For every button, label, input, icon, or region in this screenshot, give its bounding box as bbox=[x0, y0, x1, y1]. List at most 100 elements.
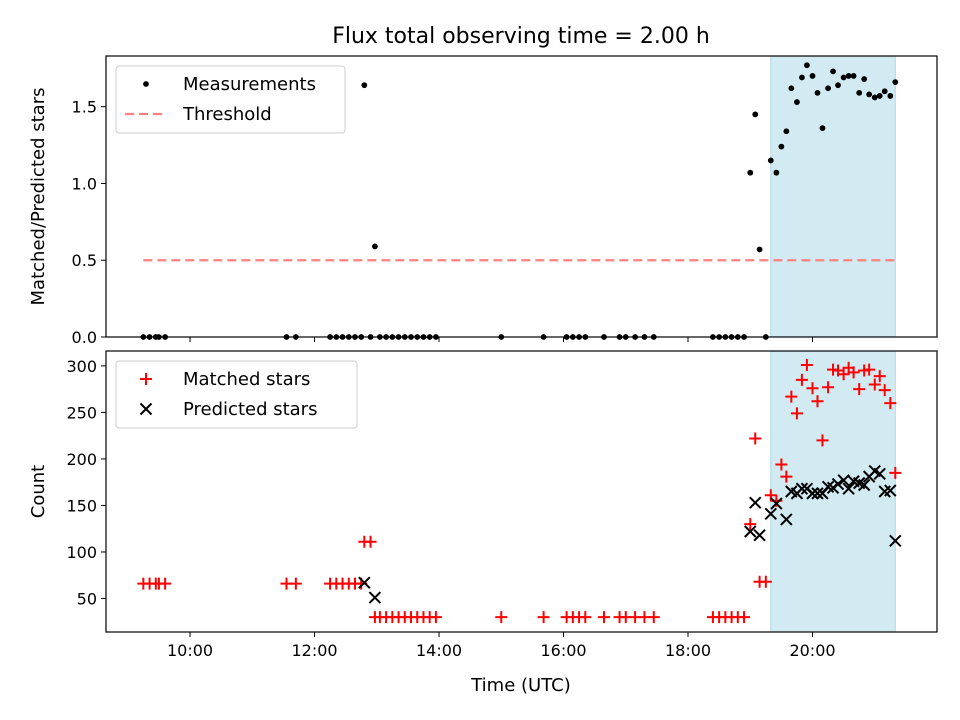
matched-star-point bbox=[780, 470, 793, 483]
predicted-star-point bbox=[780, 513, 793, 526]
predicted-star-point bbox=[770, 497, 783, 510]
top-panel-ratio: 0.0 0.5 1.0 1.5 Matched/Predicted stars Measu… bbox=[28, 55, 938, 347]
predicted-star-point bbox=[821, 480, 835, 494]
y-tick-label: 100 bbox=[66, 543, 97, 562]
predicted-star-point bbox=[884, 484, 897, 497]
matched-star-point bbox=[759, 575, 772, 588]
matched-star-point bbox=[775, 458, 788, 471]
matched-star-point bbox=[853, 383, 866, 396]
matched-star-point bbox=[873, 370, 886, 383]
predicted-star-point bbox=[764, 507, 778, 521]
x-tick-label: 18:00 bbox=[665, 641, 711, 660]
y-tick-label: 50 bbox=[77, 590, 97, 609]
x-tick-label: 16:00 bbox=[540, 641, 586, 660]
measurement-point bbox=[804, 62, 810, 69]
measurement-point bbox=[819, 125, 826, 132]
matched-star-point bbox=[800, 358, 813, 371]
matched-star-point bbox=[863, 363, 876, 376]
y-tick-label: 200 bbox=[66, 450, 97, 469]
chart-title: Flux total observing time = 2.00 h bbox=[332, 24, 710, 49]
axes-frame bbox=[105, 55, 938, 338]
legend-label: Predicted stars bbox=[183, 399, 317, 420]
measurement-point bbox=[767, 157, 774, 164]
matched-star-point bbox=[847, 366, 860, 379]
matched-star-point bbox=[795, 373, 808, 386]
series-predicted-stars bbox=[358, 464, 902, 604]
legend-label: Threshold bbox=[182, 104, 272, 125]
legend: Measurements Threshold bbox=[115, 65, 346, 134]
predicted-star-point bbox=[753, 529, 766, 542]
matched-star-point bbox=[806, 382, 819, 395]
measurement-point bbox=[876, 93, 883, 99]
x-tick-label: 10:00 bbox=[167, 641, 213, 660]
matched-star-point bbox=[837, 368, 850, 381]
series-measurements bbox=[140, 62, 899, 340]
y-tick-label: 1.5 bbox=[72, 98, 97, 117]
matched-star-point bbox=[495, 611, 508, 624]
matched-star-point bbox=[785, 390, 798, 403]
matched-star-point bbox=[811, 395, 824, 408]
predicted-star-point bbox=[806, 487, 819, 500]
y-tick-label: 0.5 bbox=[72, 251, 97, 270]
axes-frame bbox=[105, 350, 938, 633]
measurement-point bbox=[361, 82, 368, 89]
measurement-point bbox=[866, 91, 873, 98]
measurement-point bbox=[773, 169, 780, 176]
x-axis-label: Time (UTC) bbox=[470, 675, 571, 696]
matched-star-point bbox=[749, 432, 762, 445]
bottom-panel-count: 10:00 12:00 14:00 16:00 18:00 20:00 50 100 150 20… bbox=[28, 350, 938, 660]
measurement-point bbox=[372, 243, 378, 250]
y-axis-label: Count bbox=[28, 465, 49, 518]
predicted-star-point bbox=[811, 487, 824, 500]
matched-star-point bbox=[822, 381, 835, 394]
predicted-star-point bbox=[358, 576, 371, 589]
x-tick-label: 14:00 bbox=[416, 641, 462, 660]
legend-label: Measurements bbox=[183, 74, 316, 95]
measurement-point bbox=[861, 76, 868, 82]
predicted-star-point bbox=[857, 478, 871, 492]
legend: Matched stars Predicted stars bbox=[115, 360, 358, 429]
measurement-point bbox=[799, 74, 805, 81]
predicted-star-point bbox=[837, 474, 850, 487]
measurement-point bbox=[825, 85, 831, 92]
matched-star-point bbox=[816, 434, 829, 447]
predicted-star-point bbox=[749, 496, 762, 509]
y-axis-label: Matched/Predicted stars bbox=[28, 88, 49, 306]
measurement-point bbox=[835, 82, 841, 89]
predicted-star-point bbox=[873, 467, 886, 481]
measurement-point bbox=[887, 93, 894, 99]
measurement-point bbox=[778, 143, 785, 150]
matched-star-point bbox=[884, 397, 897, 410]
legend-dot-marker bbox=[143, 81, 149, 87]
matched-star-point bbox=[289, 577, 302, 590]
matched-star-point bbox=[579, 611, 592, 624]
matched-star-point bbox=[790, 407, 803, 420]
measurement-point bbox=[756, 246, 763, 253]
legend-plus-marker bbox=[140, 373, 152, 385]
matched-star-point bbox=[429, 611, 442, 624]
legend-box bbox=[115, 360, 358, 429]
measurement-point bbox=[783, 128, 790, 135]
measurement-point bbox=[845, 73, 852, 79]
measurement-point bbox=[747, 169, 754, 176]
y-tick-label: 250 bbox=[66, 403, 97, 422]
measurement-point bbox=[794, 99, 800, 105]
measurement-point bbox=[881, 88, 888, 95]
predicted-star-point bbox=[889, 534, 902, 548]
y-tick-label: 0.0 bbox=[72, 328, 97, 347]
measurement-point bbox=[809, 73, 816, 79]
matched-star-point bbox=[159, 577, 172, 590]
matched-star-point bbox=[738, 611, 751, 624]
measurement-point bbox=[752, 111, 759, 118]
matched-star-point bbox=[889, 466, 902, 479]
x-tick-label: 20:00 bbox=[789, 641, 835, 660]
measurement-point bbox=[856, 89, 863, 96]
matched-star-point bbox=[364, 535, 377, 548]
predicted-star-point bbox=[368, 591, 382, 604]
predicted-star-point bbox=[842, 482, 855, 495]
predicted-star-point bbox=[831, 477, 845, 491]
matched-star-point bbox=[744, 518, 757, 531]
measurement-point bbox=[840, 74, 847, 81]
y-tick-label: 150 bbox=[66, 496, 97, 515]
measurement-point bbox=[892, 79, 899, 86]
